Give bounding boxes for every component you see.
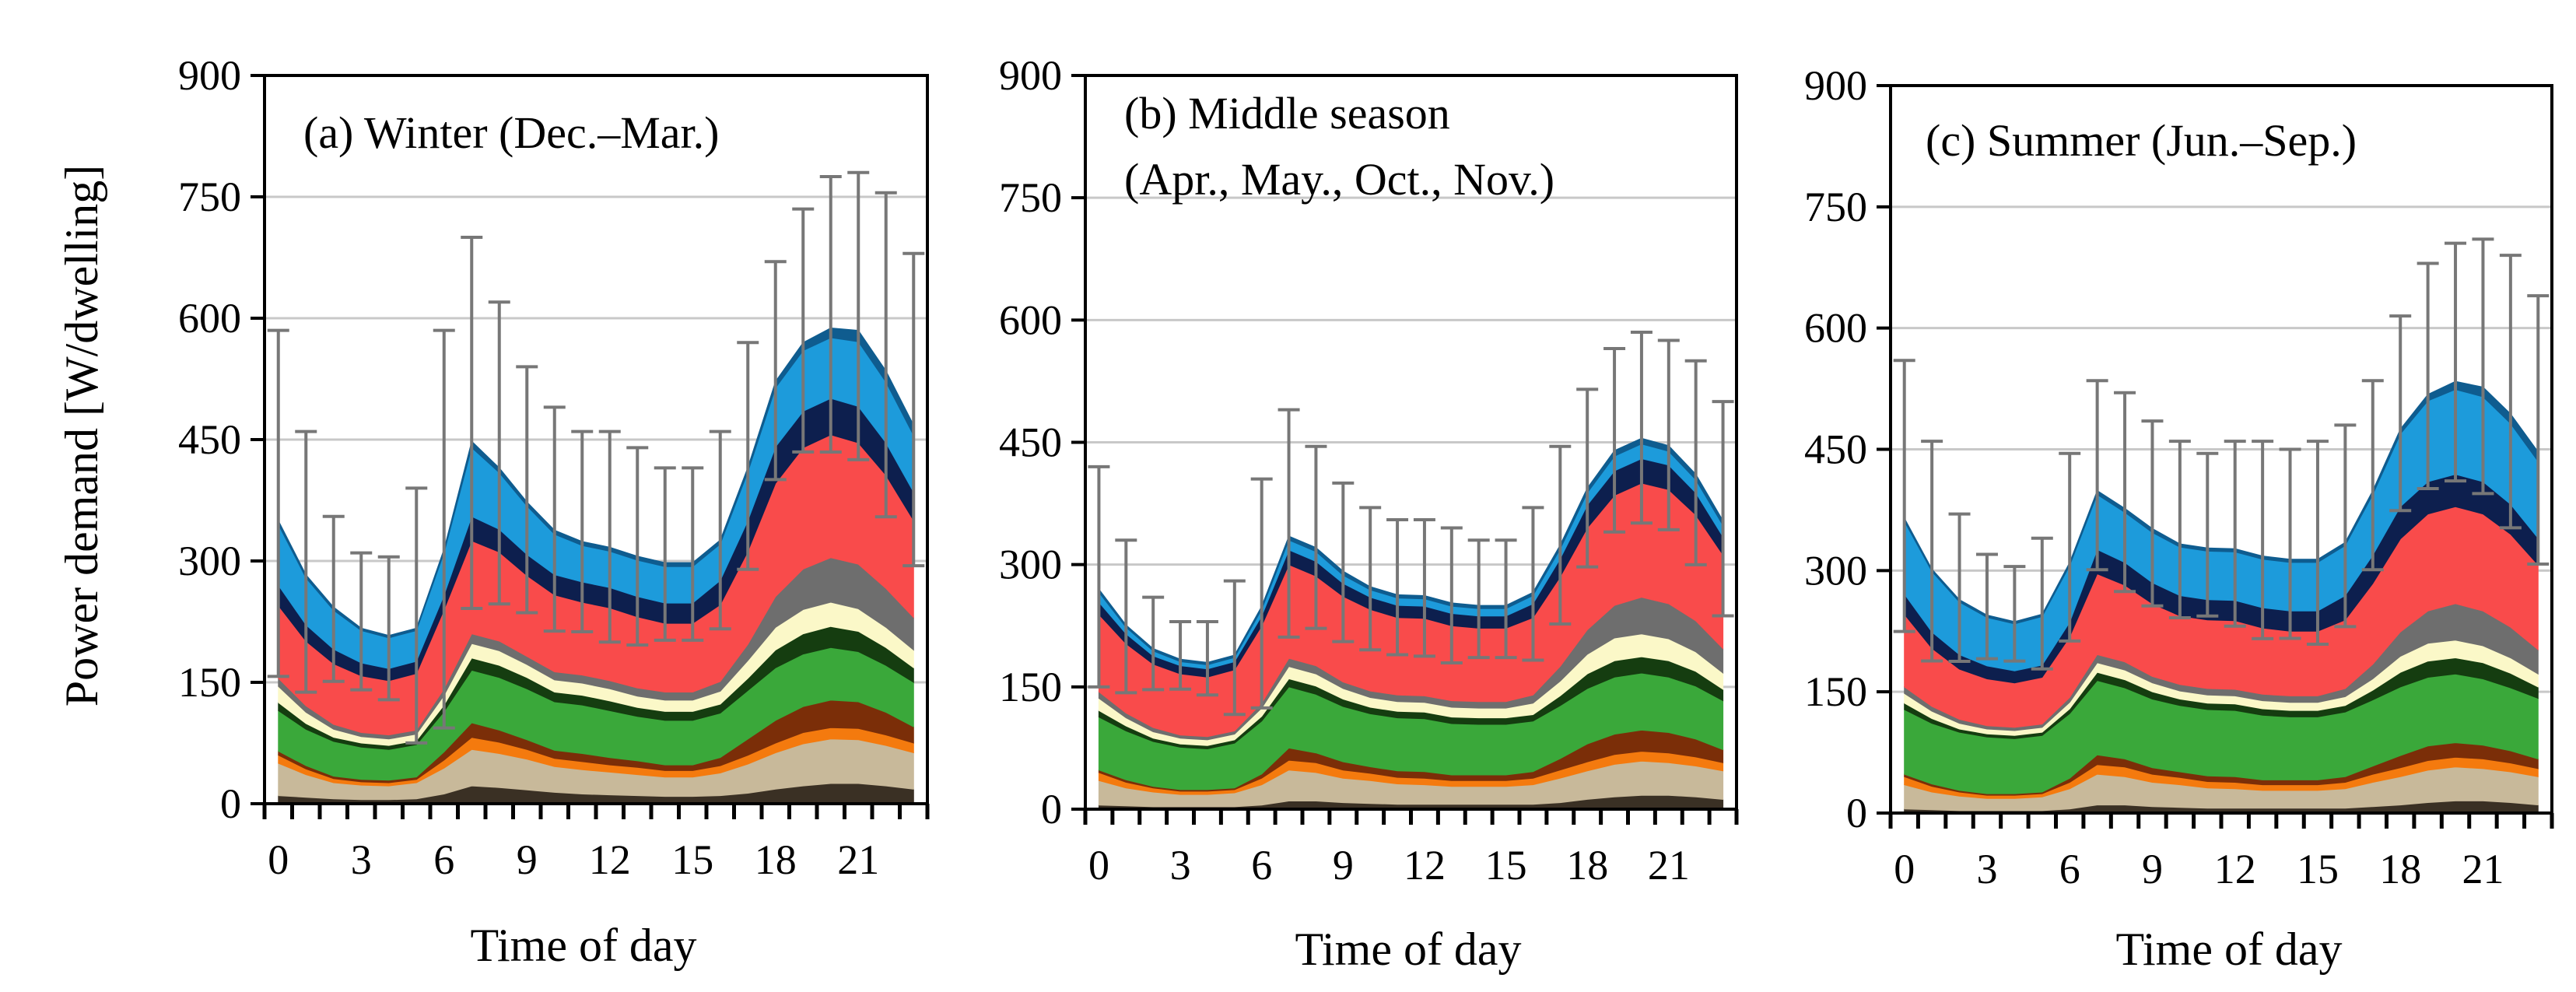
x-axis-label-summer: Time of day (2115, 924, 2342, 975)
y-tick-label-900-winter: 900 (178, 52, 241, 99)
x-tick-label-0-summer: 0 (1894, 846, 1915, 892)
y-tick-label-750-winter: 750 (178, 174, 241, 220)
x-tick-label-6-winter: 6 (433, 836, 454, 883)
x-tick-label-3-winter: 3 (351, 836, 372, 883)
panel-title-summer: (c) Summer (Jun.–Sep.) (1926, 115, 2357, 166)
x-tick-label-3-middle-season: 3 (1170, 842, 1191, 889)
panel-title-middle-season: (b) Middle season (1124, 88, 1450, 138)
x-tick-label-21-middle-season: 21 (1648, 842, 1690, 889)
x-axis-label-winter: Time of day (470, 920, 696, 971)
x-tick-label-18-summer: 18 (2379, 846, 2421, 892)
x-tick-label-0-middle-season: 0 (1088, 842, 1109, 889)
y-tick-label-450-middle-season: 450 (999, 419, 1062, 466)
y-tick-label-750-summer: 750 (1804, 184, 1867, 230)
x-tick-label-9-winter: 9 (517, 836, 538, 883)
panel-summer: 0 3 6 9 12 15 18 21 0 150 300 450 600 750 900 (c) Summ… (1804, 62, 2554, 975)
y-tick-label-600-middle-season: 600 (999, 296, 1062, 343)
x-tick-label-12-middle-season: 12 (1404, 842, 1446, 889)
y-tick-label-750-middle-season: 750 (999, 174, 1062, 221)
y-tick-label-600-winter: 600 (178, 295, 241, 342)
y-tick-label-150-middle-season: 150 (999, 664, 1062, 710)
y-tick-label-0-summer: 0 (1846, 790, 1867, 836)
panel-winter: 0 3 6 9 12 15 18 21 0 150 300 450 600 750 900 (a) Wint… (178, 52, 930, 971)
y-tick-label-600-summer: 600 (1804, 305, 1867, 352)
y-tick-label-450-summer: 450 (1804, 426, 1867, 473)
x-tick-label-21-summer: 21 (2462, 846, 2504, 892)
y-tick-label-300-summer: 300 (1804, 547, 1867, 594)
panel-middle-season: 0 3 6 9 12 15 18 21 0 150 300 450 600 750 900 (b) Midd… (999, 52, 1739, 975)
y-tick-label-0-middle-season: 0 (1041, 786, 1062, 833)
y-tick-label-150-summer: 150 (1804, 668, 1867, 715)
x-tick-label-15-winter: 15 (671, 836, 713, 883)
x-tick-label-12-winter: 12 (589, 836, 631, 883)
x-tick-label-6-summer: 6 (2059, 846, 2080, 892)
y-tick-label-900-middle-season: 900 (999, 52, 1062, 99)
y-tick-label-0-winter: 0 (220, 780, 241, 827)
x-tick-label-18-middle-season: 18 (1566, 842, 1608, 889)
x-tick-label-12-summer: 12 (2214, 846, 2256, 892)
plot-area-winter: 0 3 6 9 12 15 18 21 0 150 300 450 600 750 900 (178, 52, 930, 883)
y-tick-label-300-middle-season: 300 (999, 542, 1062, 588)
x-axis-label-middle-season: Time of day (1295, 924, 1521, 975)
y-tick-label-150-winter: 150 (178, 659, 241, 706)
y-axis-label: Power demand [W/dwelling] (56, 165, 107, 706)
x-tick-label-15-summer: 15 (2297, 846, 2339, 892)
x-tick-label-3-summer: 3 (1976, 846, 1997, 892)
plot-area-middle-season: 0 3 6 9 12 15 18 21 0 150 300 450 600 750 900 (999, 52, 1739, 889)
panel-subtitle-middle-season: (Apr., May., Oct., Nov.) (1124, 154, 1554, 205)
x-tick-label-0-winter: 0 (268, 836, 289, 883)
plot-area-summer: 0 3 6 9 12 15 18 21 0 150 300 450 600 750 900 (1804, 62, 2554, 892)
x-tick-label-15-middle-season: 15 (1485, 842, 1527, 889)
panel-title-winter: (a) Winter (Dec.–Mar.) (303, 107, 719, 158)
y-tick-label-300-winter: 300 (178, 538, 241, 584)
x-tick-label-9-middle-season: 9 (1333, 842, 1354, 889)
y-tick-label-900-summer: 900 (1804, 62, 1867, 109)
x-tick-label-9-summer: 9 (2142, 846, 2163, 892)
x-tick-label-6-middle-season: 6 (1251, 842, 1272, 889)
x-tick-label-18-winter: 18 (755, 836, 797, 883)
y-tick-label-450-winter: 450 (178, 416, 241, 463)
x-tick-label-21-winter: 21 (837, 836, 879, 883)
